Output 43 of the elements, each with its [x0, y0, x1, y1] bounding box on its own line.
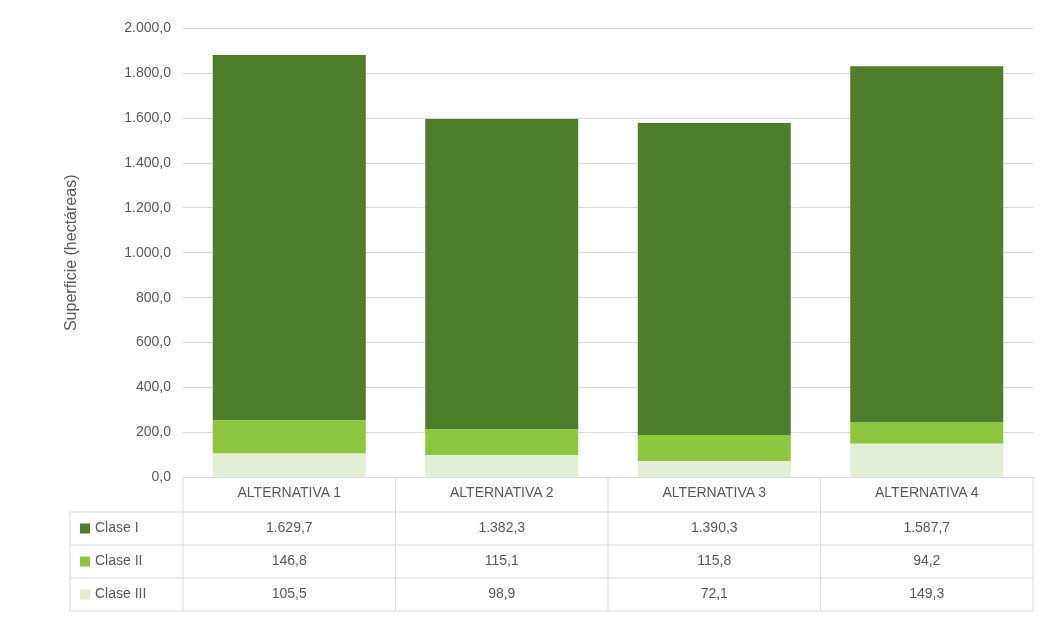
x-tick-label: ALTERNATIVA 2 [450, 484, 554, 501]
y-tick-label: 400,0 [135, 378, 172, 395]
bar [850, 66, 1004, 423]
bar [212, 420, 366, 454]
bar [425, 429, 579, 456]
bar [212, 54, 366, 421]
data-label: 115,8 [697, 552, 732, 569]
data-label: 1.390,3 [690, 519, 738, 536]
data-label: 115,1 [484, 552, 519, 569]
legend-label: Clase I [95, 519, 139, 536]
data-label: 1.382,3 [478, 519, 526, 536]
bar [637, 435, 791, 462]
bar [425, 455, 579, 477]
y-tick-label: 800,0 [135, 288, 172, 305]
y-tick-label: 1.000,0 [124, 243, 172, 260]
bar [637, 123, 791, 436]
y-tick-label: 1.200,0 [124, 198, 172, 215]
data-label: 105,5 [271, 585, 307, 602]
bar [850, 443, 1004, 477]
data-label: 1.629,7 [265, 519, 313, 536]
bar [425, 118, 579, 430]
y-tick-label: 1.800,0 [124, 64, 172, 81]
data-label: 146,8 [271, 552, 307, 569]
y-axis-title: Superficie (hectáreas) [62, 174, 80, 332]
data-label: 1.587,7 [903, 519, 951, 536]
bar [637, 461, 791, 477]
legend-label: Clase III [95, 585, 147, 602]
x-tick-label: ALTERNATIVA 1 [237, 484, 342, 501]
bar [212, 453, 366, 477]
data-label: 72,1 [700, 585, 729, 602]
y-tick-label: 2.000,0 [124, 19, 172, 36]
y-tick-label: 1.600,0 [124, 109, 172, 126]
y-tick-label: 1.400,0 [124, 153, 172, 170]
data-label: 94,2 [913, 552, 941, 569]
data-label: 98,9 [488, 585, 516, 602]
data-label: 149,3 [909, 585, 945, 602]
legend-label: Clase II [95, 552, 143, 569]
y-tick-label: 0,0 [151, 468, 172, 485]
bar [850, 422, 1004, 444]
x-tick-label: ALTERNATIVA 3 [662, 484, 767, 501]
x-tick-label: ALTERNATIVA 4 [875, 484, 979, 501]
y-tick-label: 600,0 [135, 333, 172, 350]
y-tick-label: 200,0 [135, 423, 172, 440]
